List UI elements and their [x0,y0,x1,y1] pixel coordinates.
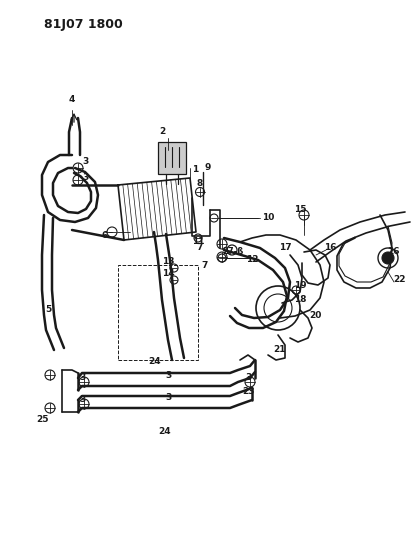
Text: 3: 3 [165,370,171,379]
Text: 4: 4 [69,95,75,104]
Bar [158,142,186,174]
Text: 3: 3 [79,395,85,405]
Text: 3: 3 [79,374,85,383]
Text: 24: 24 [149,358,161,367]
Text: 6: 6 [102,230,108,239]
Text: 27-ß: 27-ß [222,247,244,256]
Text: 81J07 1800: 81J07 1800 [44,18,123,31]
Bar [118,265,198,360]
Text: 20: 20 [309,311,321,320]
Text: 3: 3 [82,157,88,166]
Text: 12: 12 [246,255,258,264]
Text: 7: 7 [197,244,203,253]
Text: 24: 24 [159,427,171,437]
Text: 14: 14 [162,270,174,279]
Text: 5: 5 [45,305,51,314]
Text: 16: 16 [324,244,336,253]
Text: 19: 19 [294,280,306,289]
Text: 17: 17 [279,244,291,253]
Text: 15: 15 [294,206,306,214]
Text: 3: 3 [245,374,251,383]
Text: 8: 8 [197,179,203,188]
Text: 10: 10 [262,214,274,222]
Text: 3: 3 [165,393,171,402]
Circle shape [382,252,394,264]
Text: 21: 21 [274,345,286,354]
Text: 18: 18 [294,295,306,304]
Text: 3: 3 [82,174,88,182]
Text: 2: 2 [159,127,165,136]
Text: 22: 22 [394,276,406,285]
Text: 7: 7 [202,261,208,270]
Text: 11: 11 [192,238,204,246]
Text: 26: 26 [387,247,399,256]
Text: 13: 13 [162,257,174,266]
Text: 25: 25 [36,416,48,424]
Text: 1: 1 [192,166,198,174]
Text: 23: 23 [242,387,254,397]
Text: 9: 9 [205,164,211,173]
